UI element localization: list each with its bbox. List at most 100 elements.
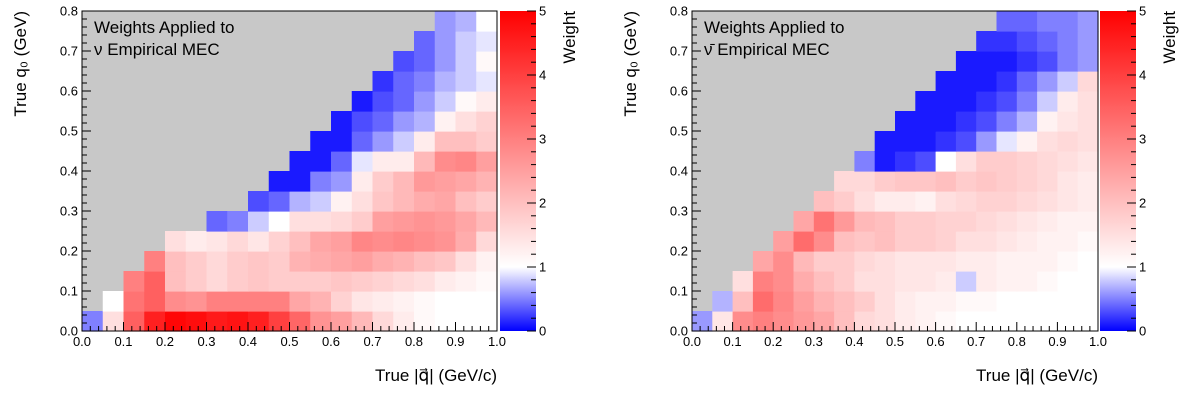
heatmap-cell [434,111,457,132]
heatmap-cell [434,211,457,232]
heatmap-cell [372,291,394,312]
heatmap-cell [895,151,916,172]
heatmap-cell [310,131,332,152]
x-tick-label: 0.9 [446,334,464,349]
heatmap-cell [434,91,457,112]
heatmap-cell [976,291,998,312]
heatmap-cell [976,51,998,72]
heatmap-cell [476,231,498,252]
y-tick-label: 0.7 [670,44,688,59]
y-tick-label: 0.2 [60,244,78,259]
heatmap-cell [1057,131,1079,152]
heatmap-cell [895,271,916,292]
heatmap-cell [476,71,498,92]
heatmap-cell [331,231,353,252]
heatmap-cell [1037,11,1058,32]
heatmap-cell [874,151,896,172]
heatmap-cell [268,291,291,312]
colorbar-tick-label: 1 [539,260,546,275]
x-tick-label: 0.9 [1048,334,1066,349]
y-tick-label: 0.1 [60,284,78,299]
heatmap-cell [206,311,228,332]
heatmap-cell [976,31,998,52]
heatmap-cell [813,311,835,332]
heatmap-cell [834,271,855,292]
heatmap-cell [331,131,353,152]
heatmap-cell [372,191,394,212]
heatmap-cell [351,191,374,212]
heatmap-cell [310,291,332,312]
heatmap-cell [1016,111,1038,132]
heatmap-cell [393,191,415,212]
x-tick-label: 0.5 [886,334,904,349]
heatmap-cell [935,231,957,252]
heatmap-cell [732,291,754,312]
colorbar-tick-label: 3 [1139,132,1146,147]
y-tick-label: 0.1 [670,284,688,299]
heatmap-cell [331,291,353,312]
heatmap-cell [1077,311,1099,332]
heatmap-cell [996,171,1018,192]
heatmap-cell [310,251,332,272]
heatmap-cell [393,291,415,312]
heatmap-cell [752,291,774,312]
heatmap-cell [895,171,916,192]
heatmap-cell [476,111,498,132]
heatmap-cell [996,51,1018,72]
heatmap-cell [935,271,957,292]
heatmap-cell [1057,111,1079,132]
heatmap-cell [1057,311,1079,332]
x-tick-label: 0.0 [73,334,91,349]
heatmap-cell [185,311,208,332]
heatmap-cell [1016,91,1038,112]
heatmap-cell [854,311,876,332]
heatmap-cell [1077,191,1099,212]
heatmap-cell [996,291,1018,312]
heatmap-cell [895,251,916,272]
heatmap-cell [955,91,977,112]
heatmap-cell [935,291,957,312]
colorbar-tick-label: 4 [1139,68,1146,83]
heatmap-cell [102,311,125,332]
heatmap-cell [976,311,998,332]
colorbar-tick-label: 0 [1139,324,1146,339]
heatmap-cell [185,251,208,272]
heatmap-cell [996,271,1018,292]
heatmap-cell [813,271,835,292]
heatmap-cell [752,311,774,332]
heatmap-cell [310,311,332,332]
heatmap-cell [834,251,855,272]
heatmap-cell [393,151,415,172]
heatmap-cell [976,151,998,172]
heatmap-cell [935,211,957,232]
heatmap-cell [331,271,353,292]
heatmap-cell [165,251,187,272]
x-tick-label: 0.7 [967,334,985,349]
heatmap-cell [289,191,311,212]
heatmap-cell [935,71,957,92]
heatmap-cell [915,251,937,272]
heatmap-cell [1037,231,1058,252]
heatmap-cell [331,111,353,132]
heatmap-cell [414,291,436,312]
heatmap-cell [455,11,477,32]
heatmap-cell [1016,271,1038,292]
heatmap-cell [976,191,998,212]
heatmap-cell [895,311,916,332]
heatmap-cell [372,271,394,292]
heatmap-cell [813,291,835,312]
heatmap-cell [834,231,855,252]
heatmap-cell [834,291,855,312]
heatmap-cell [712,291,734,312]
heatmap-cell [310,171,332,192]
heatmap-cell [248,291,270,312]
heatmap-cell [455,51,477,72]
heatmap-cell [1016,31,1038,52]
heatmap-cell [165,311,187,332]
heatmap-cell [1037,311,1058,332]
heatmap-cell [915,291,937,312]
heatmap-cell [996,91,1018,112]
heatmap-cell [955,311,977,332]
heatmap-cell [1077,151,1099,172]
heatmap-cell [331,191,353,212]
